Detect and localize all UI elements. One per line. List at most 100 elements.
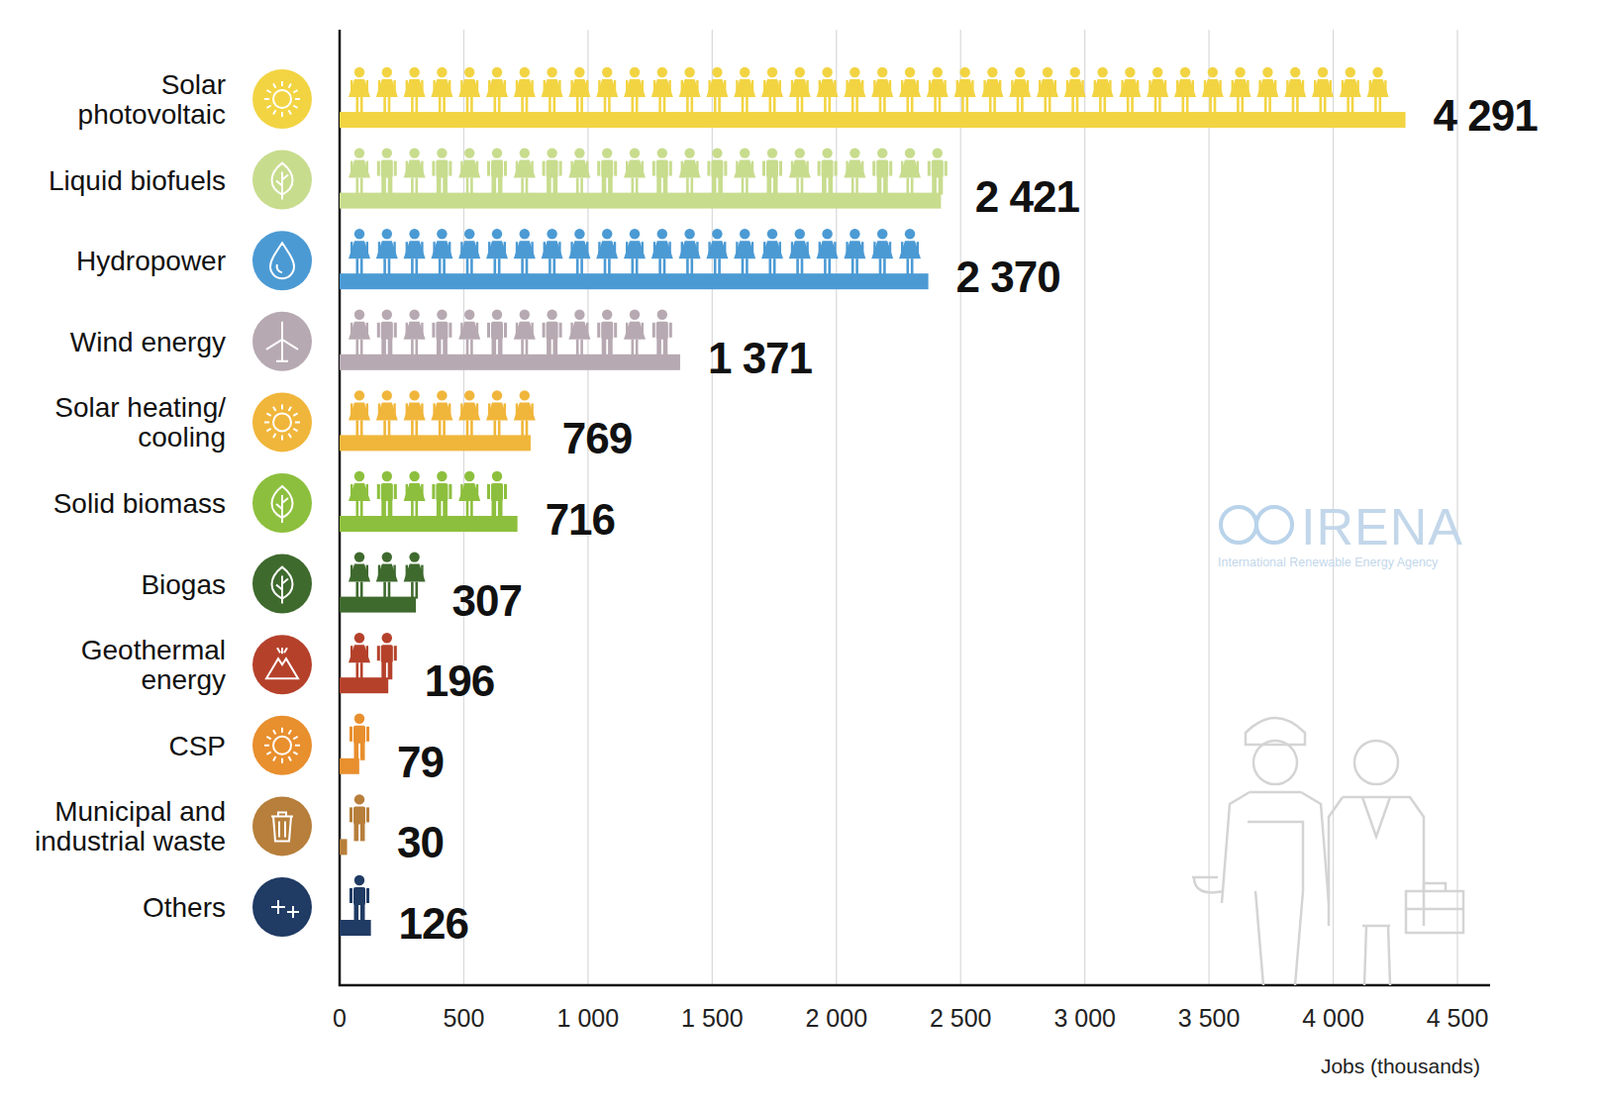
person-body [348,564,371,583]
person-head [546,309,557,320]
person-arm [1164,80,1167,95]
person-leg [1103,97,1107,114]
person-arm [873,241,876,256]
person-arm [349,726,353,742]
person-leg [877,177,883,196]
person-body [876,160,889,179]
person-arm [503,241,506,256]
person-icon [348,228,371,276]
person-arm [420,484,423,499]
person-arm [570,241,573,256]
person-leg [1020,97,1024,114]
person-icon [403,228,426,276]
person-icon [487,147,507,195]
person-icon [376,390,399,437]
person-body [679,160,701,179]
person-head [795,67,805,78]
person-icon [376,67,399,114]
person-leg [855,178,859,196]
person-leg [741,97,745,114]
person-body [403,564,426,583]
person-icon [789,67,811,114]
person-arm [394,645,398,661]
person-leg [741,258,745,276]
person-icon [706,147,727,195]
person-arm [432,402,435,417]
icon-glyph [264,403,300,440]
person-head [492,471,502,482]
person-arm [928,80,931,95]
person-arm [460,484,463,499]
person-arm [432,80,435,95]
person-leg [828,177,834,196]
person-leg [745,178,749,196]
person-leg [383,582,387,600]
person-head [408,471,419,482]
person-head [354,551,365,562]
person-head [629,147,640,158]
person-leg [663,177,669,196]
person-leg [966,97,970,114]
person-head [492,67,502,78]
person-arm [405,161,408,176]
person-leg [713,97,717,114]
person-arm [641,241,644,256]
person-icon [431,309,452,357]
person-leg [800,97,804,114]
person-icon [843,147,866,195]
person-leg [576,258,580,276]
person-icon [403,147,426,195]
person-arm [503,161,507,177]
person-leg [961,97,965,114]
bar [339,597,416,613]
person-arm [448,241,451,256]
person-body [789,79,811,98]
person-body [381,644,394,663]
person-leg [1099,97,1102,114]
person-arm [1356,80,1359,95]
person-body [513,321,536,340]
body [1221,792,1329,986]
person-leg [663,258,667,276]
person-head [464,390,475,400]
axis-label: Jobs (thousands) [1320,1054,1481,1078]
person-leg [691,258,695,276]
person-arm [530,322,533,337]
person-arm [805,161,808,176]
person-body [376,240,399,259]
person-arm [586,322,589,337]
person-leg [1346,97,1350,114]
person-leg [546,177,552,196]
person-head [382,228,393,239]
person-body [656,160,669,179]
person-leg [356,582,360,600]
person-head [657,228,668,239]
person-leg [494,419,498,437]
person-leg [607,258,611,276]
person-arm [681,80,684,95]
person-icon [596,67,618,114]
person-arm [641,80,644,95]
person-body [381,160,394,179]
person-icon [733,147,756,195]
person-leg [663,338,669,357]
person-arm [805,80,808,95]
person-icon [458,309,481,357]
person-arm [652,161,656,177]
person-body [816,79,839,98]
person-leg [525,178,529,196]
person-head [767,228,778,239]
person-body [1118,79,1141,98]
person-arm [641,161,644,176]
person-body [899,160,921,179]
person-icon [705,67,728,114]
person-head [519,228,530,239]
person-arm [833,80,836,95]
person-arm [706,161,710,177]
person-arm [377,484,381,500]
person-arm [570,322,573,337]
person-arm [779,80,782,95]
person-arm [1384,80,1387,95]
person-leg [828,258,832,276]
person-arm [431,484,435,500]
